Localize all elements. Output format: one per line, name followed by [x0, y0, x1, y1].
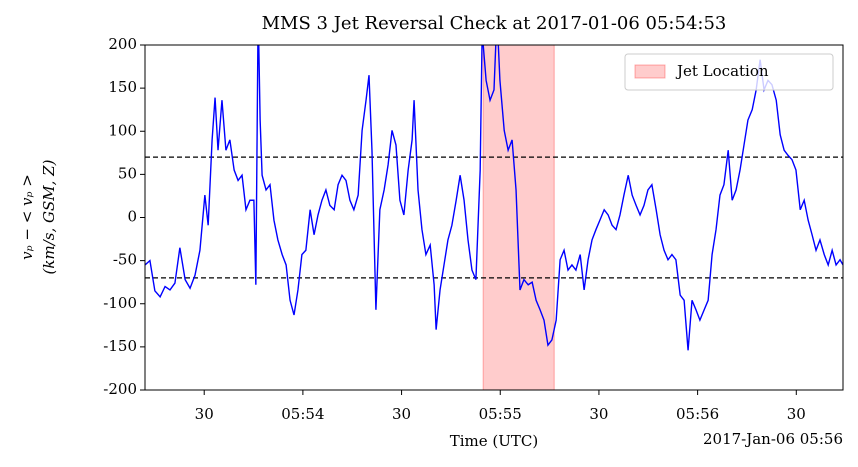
y-tick-label: 100 — [108, 121, 137, 139]
x-tick-label: 05:56 — [676, 405, 719, 423]
x-tick-label: 30 — [589, 405, 608, 423]
x-tick-label: 05:54 — [281, 405, 324, 423]
y-tick-label: 0 — [127, 208, 137, 226]
x-tick-label: 30 — [392, 405, 411, 423]
y-axis-label: (km/s, GSM, Z) — [40, 159, 58, 274]
plot-frame — [144, 44, 844, 391]
legend-box — [624, 53, 834, 91]
data-line — [145, 45, 843, 351]
y-tick-label: 150 — [108, 78, 137, 96]
y-tick-label: -150 — [103, 337, 137, 355]
x-offset-label: 2017-Jan-06 05:56 — [703, 430, 843, 448]
x-tick-label: 30 — [195, 405, 214, 423]
jet-span — [482, 44, 555, 391]
x-tick-label: 30 — [787, 405, 806, 423]
y-tick-label: 200 — [108, 35, 137, 53]
legend-swatch — [634, 64, 666, 79]
y-axis-label: vₚ − < vₚ > — [18, 174, 36, 260]
y-tick-label: -100 — [103, 294, 137, 312]
y-tick-label: -200 — [103, 380, 137, 398]
x-axis-label: Time (UTC) — [450, 432, 539, 450]
x-tick-label: 05:55 — [479, 405, 522, 423]
legend-label: Jet Location — [675, 62, 769, 80]
y-tick-label: -50 — [113, 251, 137, 269]
y-tick-label: 50 — [118, 164, 137, 182]
chart-title: MMS 3 Jet Reversal Check at 2017-01-06 0… — [262, 13, 727, 34]
